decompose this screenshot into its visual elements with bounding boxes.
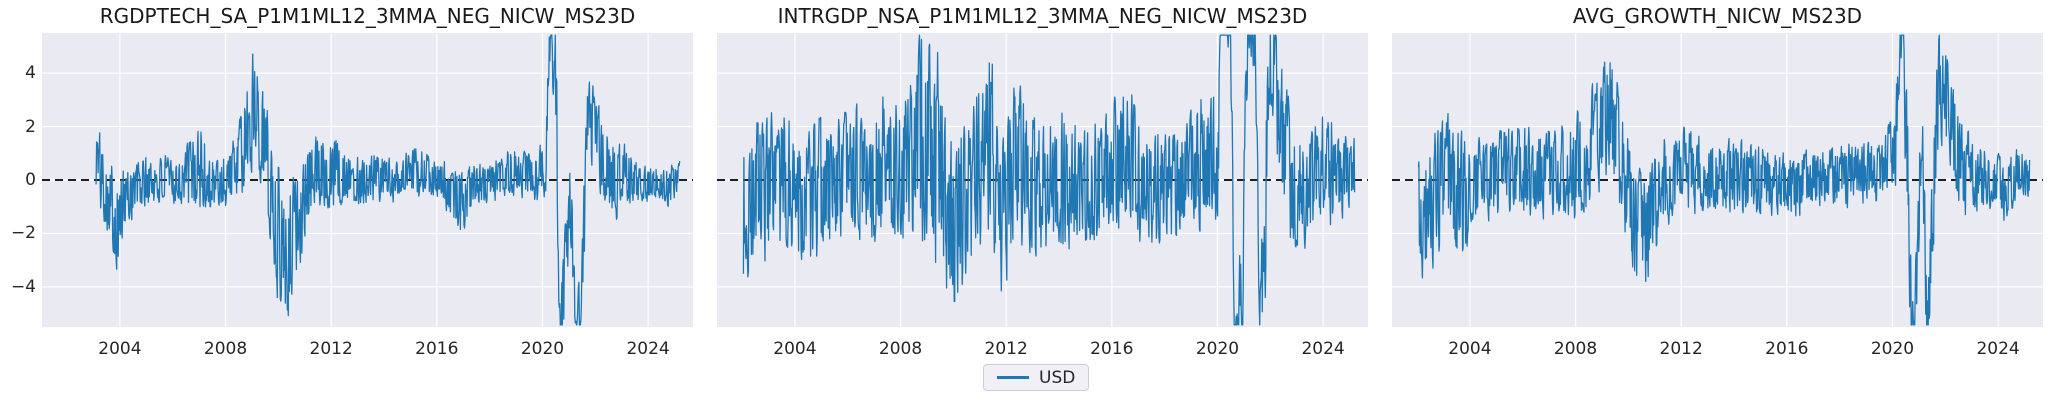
x-axis-tick-label: 2016 (1765, 339, 1809, 359)
x-axis-tick-label: 2008 (878, 339, 923, 359)
series-line-usd (742, 34, 1356, 326)
x-axis-tick-label: 2024 (1976, 339, 2020, 359)
legend-line-icon (997, 376, 1029, 379)
y-axis-tick-label: −2 (10, 223, 36, 244)
x-axis-tick-label: 2020 (520, 339, 565, 359)
x-axis-tick-label: 2020 (1195, 339, 1240, 359)
legend: USD (983, 364, 1090, 391)
x-axis-tick-label: 2004 (98, 339, 142, 359)
chart-plot (42, 33, 693, 327)
chart-plot (717, 33, 1368, 327)
chart-panel-avg-growth: AVG_GROWTH_NICW_MS23D 2004 2008 2012 2016 20… (1392, 4, 2043, 359)
series-line-usd (95, 34, 681, 326)
x-axis-tick-label: 2016 (1090, 339, 1134, 359)
y-axis-tick-label: −4 (10, 276, 36, 297)
x-axis-tick-label: 2024 (1301, 339, 1345, 359)
x-axis-tick-label: 2004 (1448, 339, 1492, 359)
x-axis-tick-label: 2008 (1553, 339, 1598, 359)
chart-panel-rgdptech: RGDPTECH_SA_P1M1ML12_3MMA_NEG_NICW_MS23D… (11, 4, 693, 359)
x-axis-tick-label: 2004 (773, 339, 817, 359)
chart-panel-intrgdp: INTRGDP_NSA_P1M1ML12_3MMA_NEG_NICW_MS23D… (717, 4, 1368, 359)
chart-plot (1392, 33, 2043, 327)
chart-title: RGDPTECH_SA_P1M1ML12_3MMA_NEG_NICW_MS23D (99, 4, 636, 28)
x-axis-tick-label: 2024 (626, 339, 670, 359)
x-axis-tick-label: 2012 (309, 339, 353, 359)
x-axis-tick-label: 2012 (1659, 339, 1703, 359)
y-axis-tick-label: 4 (25, 63, 36, 84)
y-axis-tick-label: 2 (25, 116, 36, 137)
x-axis-tick-label: 2016 (415, 339, 459, 359)
series-line-usd (1417, 34, 2031, 326)
x-axis-tick-label: 2008 (203, 339, 248, 359)
x-axis-tick-label: 2012 (984, 339, 1028, 359)
chart-title: AVG_GROWTH_NICW_MS23D (1572, 4, 1863, 28)
chart-title: INTRGDP_NSA_P1M1ML12_3MMA_NEG_NICW_MS23D (777, 4, 1308, 28)
x-axis-tick-label: 2020 (1870, 339, 1915, 359)
legend-series-label: USD (1039, 367, 1076, 388)
y-axis-tick-label: 0 (25, 170, 36, 190)
